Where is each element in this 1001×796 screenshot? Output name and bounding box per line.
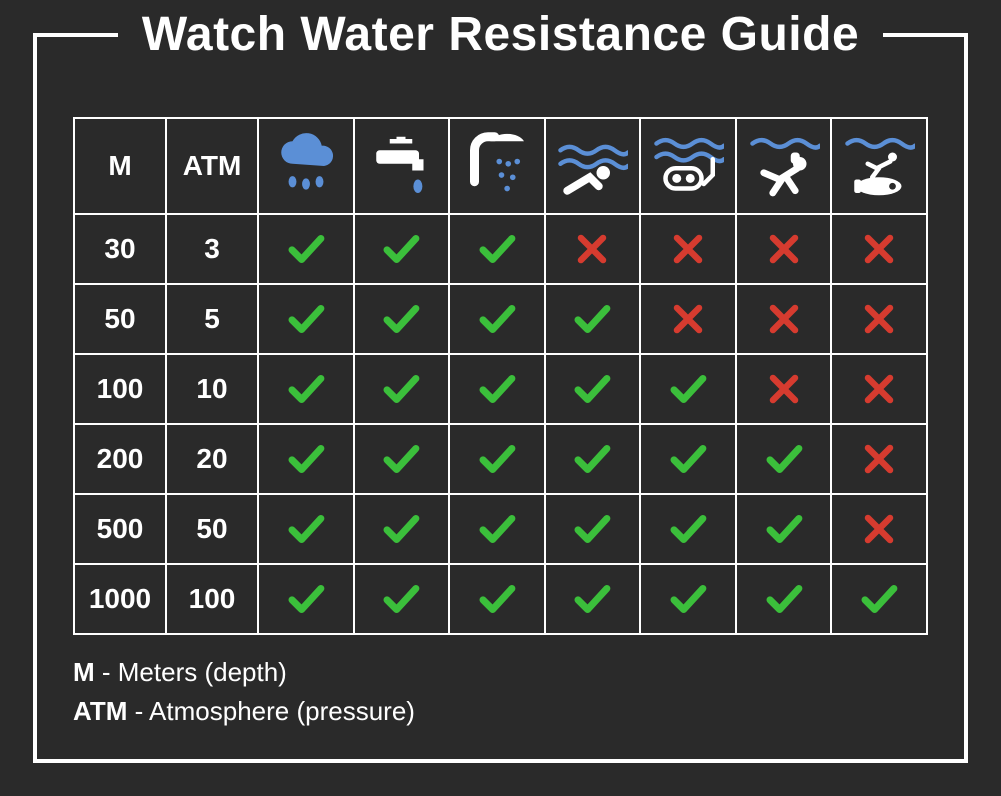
check-icon	[258, 284, 354, 354]
table-row: 50 5	[74, 284, 927, 354]
resistance-table: M ATM 30 3 50 5 100 10 200 20 500 50 1000 100	[73, 117, 928, 635]
check-icon	[545, 424, 641, 494]
cross-icon	[736, 214, 832, 284]
check-icon	[640, 424, 736, 494]
check-icon	[449, 424, 545, 494]
check-icon	[354, 564, 450, 634]
cross-icon	[831, 214, 927, 284]
cell-atm: 5	[204, 303, 220, 334]
check-icon	[640, 564, 736, 634]
cell-m: 1000	[89, 583, 151, 614]
header-faucet-icon	[354, 118, 450, 214]
table-row: 200 20	[74, 424, 927, 494]
header-shower-icon	[449, 118, 545, 214]
check-icon	[354, 494, 450, 564]
cross-icon	[831, 494, 927, 564]
cross-icon	[545, 214, 641, 284]
cross-icon	[831, 284, 927, 354]
check-icon	[258, 354, 354, 424]
check-icon	[258, 494, 354, 564]
cross-icon	[640, 284, 736, 354]
cross-icon	[831, 354, 927, 424]
table-row: 30 3	[74, 214, 927, 284]
check-icon	[258, 214, 354, 284]
cross-icon	[736, 284, 832, 354]
cell-atm: 50	[196, 513, 227, 544]
check-icon	[545, 284, 641, 354]
cross-icon	[640, 214, 736, 284]
header-swimming-icon	[545, 118, 641, 214]
table-header-row: M ATM	[74, 118, 927, 214]
cell-atm: 100	[189, 583, 236, 614]
check-icon	[736, 424, 832, 494]
check-icon	[545, 494, 641, 564]
header-rain-icon	[258, 118, 354, 214]
cell-m: 30	[104, 233, 135, 264]
check-icon	[545, 564, 641, 634]
header-scuba-icon	[736, 118, 832, 214]
title-wrap: Watch Water Resistance Guide	[37, 7, 964, 62]
check-icon	[354, 284, 450, 354]
page-title: Watch Water Resistance Guide	[118, 7, 883, 62]
check-icon	[449, 564, 545, 634]
cell-m: 50	[104, 303, 135, 334]
check-icon	[354, 424, 450, 494]
check-icon	[449, 494, 545, 564]
header-m: M	[108, 150, 131, 181]
check-icon	[354, 214, 450, 284]
header-atm: ATM	[183, 150, 242, 181]
check-icon	[449, 354, 545, 424]
check-icon	[258, 424, 354, 494]
cross-icon	[831, 424, 927, 494]
header-deep-diving-icon	[831, 118, 927, 214]
cell-m: 500	[97, 513, 144, 544]
infographic-frame: Watch Water Resistance Guide M ATM 30350…	[33, 33, 968, 763]
table-row: 100 10	[74, 354, 927, 424]
check-icon	[449, 214, 545, 284]
check-icon	[449, 284, 545, 354]
cell-atm: 3	[204, 233, 220, 264]
cross-icon	[736, 354, 832, 424]
check-icon	[831, 564, 927, 634]
check-icon	[736, 494, 832, 564]
check-icon	[354, 354, 450, 424]
check-icon	[736, 564, 832, 634]
cell-atm: 20	[196, 443, 227, 474]
check-icon	[640, 354, 736, 424]
check-icon	[640, 494, 736, 564]
header-snorkeling-icon	[640, 118, 736, 214]
cell-m: 100	[97, 373, 144, 404]
legend-atm: ATM - Atmosphere (pressure)	[73, 692, 928, 731]
legend: M - Meters (depth) ATM - Atmosphere (pre…	[73, 653, 928, 731]
cell-m: 200	[97, 443, 144, 474]
legend-m: M - Meters (depth)	[73, 653, 928, 692]
check-icon	[545, 354, 641, 424]
table-row: 500 50	[74, 494, 927, 564]
table-row: 1000 100	[74, 564, 927, 634]
check-icon	[258, 564, 354, 634]
cell-atm: 10	[196, 373, 227, 404]
